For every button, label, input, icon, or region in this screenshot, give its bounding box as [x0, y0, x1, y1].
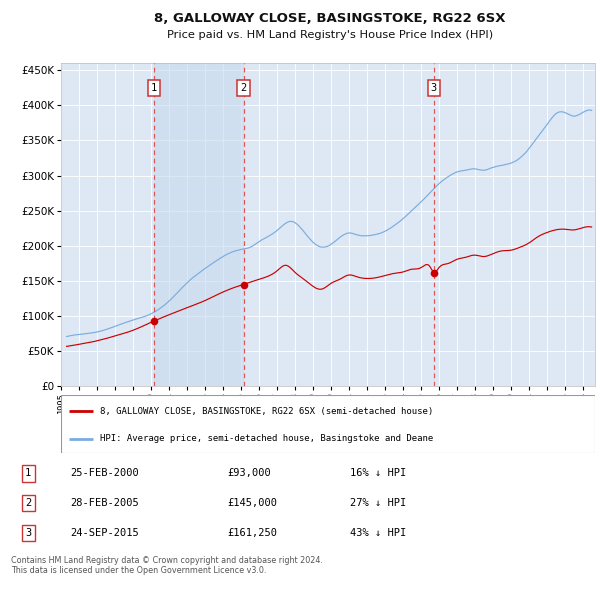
Text: 8, GALLOWAY CLOSE, BASINGSTOKE, RG22 6SX: 8, GALLOWAY CLOSE, BASINGSTOKE, RG22 6SX — [154, 12, 506, 25]
Text: 43% ↓ HPI: 43% ↓ HPI — [350, 528, 406, 538]
Bar — [154, 63, 244, 386]
Text: 1: 1 — [151, 83, 157, 93]
Text: 28-FEB-2005: 28-FEB-2005 — [70, 499, 139, 508]
Text: 3: 3 — [431, 83, 437, 93]
Text: 25-FEB-2000: 25-FEB-2000 — [70, 468, 139, 478]
Text: £161,250: £161,250 — [227, 528, 277, 538]
Text: Price paid vs. HM Land Registry's House Price Index (HPI): Price paid vs. HM Land Registry's House … — [167, 31, 493, 40]
Text: 27% ↓ HPI: 27% ↓ HPI — [350, 499, 406, 508]
Text: Contains HM Land Registry data © Crown copyright and database right 2024.
This d: Contains HM Land Registry data © Crown c… — [11, 556, 323, 575]
Text: 24-SEP-2015: 24-SEP-2015 — [70, 528, 139, 538]
Text: 2: 2 — [25, 499, 31, 508]
Text: 2: 2 — [241, 83, 247, 93]
Text: 3: 3 — [25, 528, 31, 538]
Text: 1: 1 — [25, 468, 31, 478]
Text: £93,000: £93,000 — [227, 468, 271, 478]
Text: HPI: Average price, semi-detached house, Basingstoke and Deane: HPI: Average price, semi-detached house,… — [100, 434, 433, 443]
Text: 16% ↓ HPI: 16% ↓ HPI — [350, 468, 406, 478]
Text: 8, GALLOWAY CLOSE, BASINGSTOKE, RG22 6SX (semi-detached house): 8, GALLOWAY CLOSE, BASINGSTOKE, RG22 6SX… — [100, 407, 433, 416]
Text: £145,000: £145,000 — [227, 499, 277, 508]
FancyBboxPatch shape — [61, 395, 595, 453]
